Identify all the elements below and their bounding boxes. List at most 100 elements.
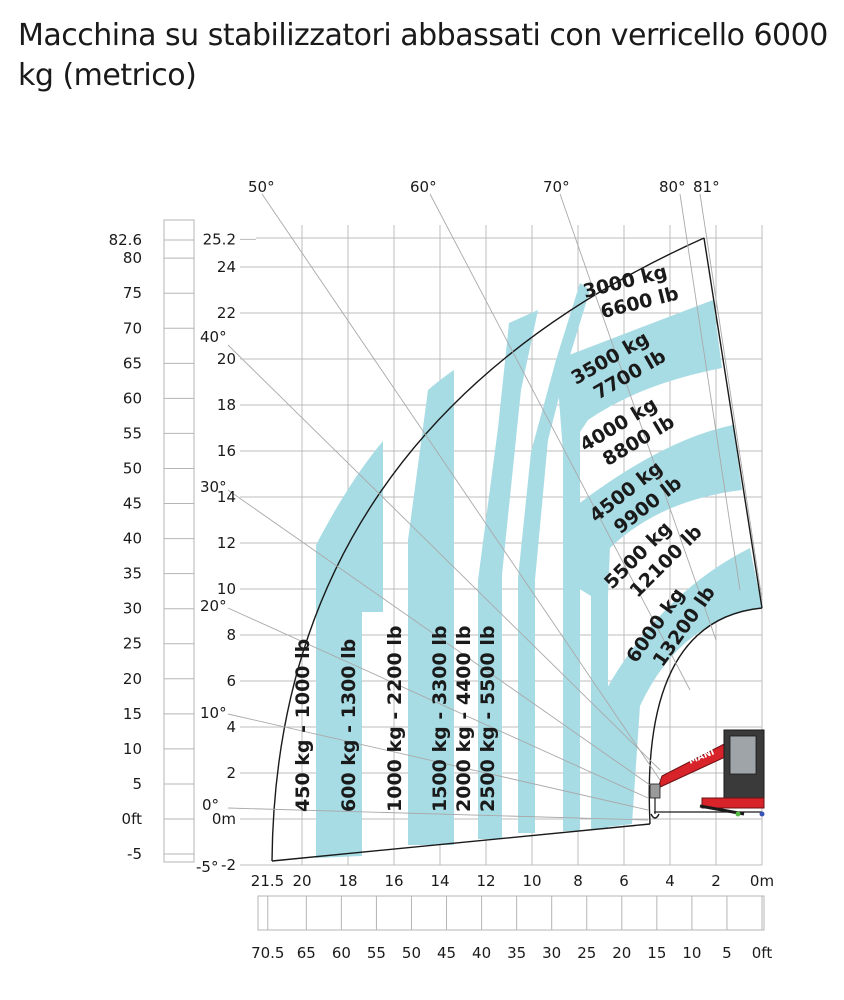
band-label-2000kg: 2000 kg - 4400 lb	[453, 626, 475, 812]
height-ft-tick-label: 50	[123, 459, 142, 477]
reach-ft-tick-label: 50	[402, 944, 421, 962]
angle-label-80: 80°	[659, 178, 686, 196]
height-ft-tick-label: 25	[123, 635, 142, 653]
reach-ft-tick-label: 10	[682, 944, 701, 962]
reach-axis-m: 21.5 20 18 16 14 12 10 8 6 4 2 0m	[251, 872, 774, 890]
angle-label-10: 10°	[200, 704, 227, 722]
reach-m-tick-label: 16	[384, 872, 403, 890]
reach-ft-tick-label: 25	[577, 944, 596, 962]
height-ft-tick-label: 10	[123, 740, 142, 758]
envelope-inner-arc	[648, 607, 763, 825]
envelope-top-edge	[703, 237, 763, 609]
band-label-1500kg: 1500 kg - 3300 lb	[429, 626, 451, 812]
height-ft-tick-label: 70	[123, 319, 142, 337]
reach-ft-tick-label: 45	[437, 944, 456, 962]
reach-m-tick-label: 14	[430, 872, 449, 890]
reach-ft-tick-label: 0ft	[752, 944, 773, 962]
height-axis-ft: 82.680 75 70 65 60 55 50 45 40 35 30 25 20 15 10 5 0ft -5	[109, 219, 195, 863]
height-m-tick-label: -2	[221, 856, 236, 874]
band-3500kg	[556, 300, 722, 831]
angle-label-70: 70°	[543, 178, 570, 196]
height-ft-tick-label: 45	[123, 495, 142, 513]
height-m-tick-label: 2	[226, 764, 236, 782]
angle-label-20: 20°	[200, 597, 227, 615]
envelope	[271, 237, 763, 862]
reach-ft-tick-label: 15	[647, 944, 666, 962]
angle-label-40: 40°	[200, 328, 227, 346]
angle-labels: 40° 30° 20° 10° 0° -5° 50° 60° 70° 80° 8…	[196, 178, 720, 876]
band-6000kg	[591, 548, 762, 829]
height-ft-tick-label: 35	[123, 565, 142, 583]
band-600kg	[316, 441, 383, 858]
envelope-bottom-edge	[271, 823, 651, 862]
height-m-tick-label: 6	[226, 672, 236, 690]
band-label-450kg: 450 kg - 1000 lb	[292, 639, 314, 812]
height-m-tick-label: 24	[217, 258, 236, 276]
reach-ft-tick-label: 5	[722, 944, 732, 962]
reach-ft-tick-label: 60	[332, 944, 351, 962]
height-m-tick-label: 12	[217, 534, 236, 552]
height-ft-tick-label: 5	[132, 775, 142, 793]
page-title: Macchina su stabilizzatori abbassati con…	[18, 18, 828, 93]
height-ft-tick-label: 60	[123, 389, 142, 407]
chassis	[701, 797, 765, 809]
hydraulic-marker-2	[759, 811, 765, 817]
reach-ft-tick-label: 20	[612, 944, 631, 962]
height-m-tick-label: 22	[217, 304, 236, 322]
reach-m-tick-label: 0m	[750, 872, 774, 890]
height-ft-tick-label: 55	[123, 424, 142, 442]
height-ft-tick-label: 82.6	[109, 231, 142, 249]
telehandler-illustration: MANI	[649, 729, 765, 819]
angle-label-neg5: -5°	[196, 858, 218, 876]
height-m-tick-label: 20	[217, 350, 236, 368]
reach-m-tick-label: 6	[619, 872, 629, 890]
height-m-tick-label: 14	[217, 488, 236, 506]
cab-window	[729, 735, 757, 775]
height-m-tick-label: 8	[226, 626, 236, 644]
reach-m-tick-label: 10	[522, 872, 541, 890]
reach-m-tick-label: 8	[573, 872, 583, 890]
height-ft-tick-label: 15	[123, 705, 142, 723]
winch-hook	[649, 783, 661, 819]
hydraulic-marker-1	[735, 811, 741, 817]
reach-axis-ft: 70.5 65 60 55 50 45 40 35 30 25 20 15 10 5 0ft	[251, 895, 773, 962]
reach-ft-tick-label: 70.5	[251, 944, 284, 962]
band-label-1000kg: 1000 kg - 2200 lb	[384, 626, 406, 812]
angle-rays	[227, 193, 763, 821]
band-4500kg	[568, 425, 742, 829]
band-label-3000kg: 3000 kg 6600 lb	[581, 261, 681, 323]
reach-ft-tick-label: 40	[472, 944, 491, 962]
envelope-outer-arc	[271, 237, 705, 862]
angle-label-81: 81°	[693, 178, 720, 196]
band-2500kg-narrow	[518, 283, 590, 833]
height-m-tick-label: 10	[217, 580, 236, 598]
band-1500kg	[408, 370, 454, 845]
height-ft-tick-label: -5	[127, 845, 142, 863]
height-ft-tick-label: 40	[123, 530, 142, 548]
height-axis-m: 25.2 24 22 20 18 16 14 12 10 8 6 4 2 0m -2	[203, 230, 256, 874]
reach-ft-tick-label: 55	[367, 944, 386, 962]
height-ft-tick-label: 20	[123, 670, 142, 688]
height-m-tick-label: 0m	[212, 810, 236, 828]
height-ft-tick-label: 30	[123, 600, 142, 618]
reach-m-tick-label: 18	[338, 872, 357, 890]
angle-label-30: 30°	[200, 478, 227, 496]
reach-ft-tick-label: 30	[542, 944, 561, 962]
height-m-tick-label: 16	[217, 442, 236, 460]
height-m-tick-label: 18	[217, 396, 236, 414]
height-m-tick-label: 4	[226, 718, 236, 736]
angle-label-60: 60°	[410, 178, 437, 196]
angle-label-50: 50°	[248, 178, 275, 196]
reach-m-tick-label: 2	[711, 872, 721, 890]
height-ft-tick-label: 75	[123, 284, 142, 302]
height-ft-tick-label: 80	[123, 249, 142, 267]
reach-ft-tick-label: 35	[507, 944, 526, 962]
height-m-tick-label: 25.2	[203, 230, 236, 248]
height-ft-tick-label: 65	[123, 354, 142, 372]
vertical-band-labels: 450 kg - 1000 lb 600 kg - 1300 lb 1000 k…	[292, 626, 499, 812]
angle-label-0: 0°	[202, 796, 219, 814]
reach-m-tick-label: 12	[476, 872, 495, 890]
reach-m-tick-label: 20	[292, 872, 311, 890]
height-ft-tick-label: 0ft	[122, 810, 143, 828]
